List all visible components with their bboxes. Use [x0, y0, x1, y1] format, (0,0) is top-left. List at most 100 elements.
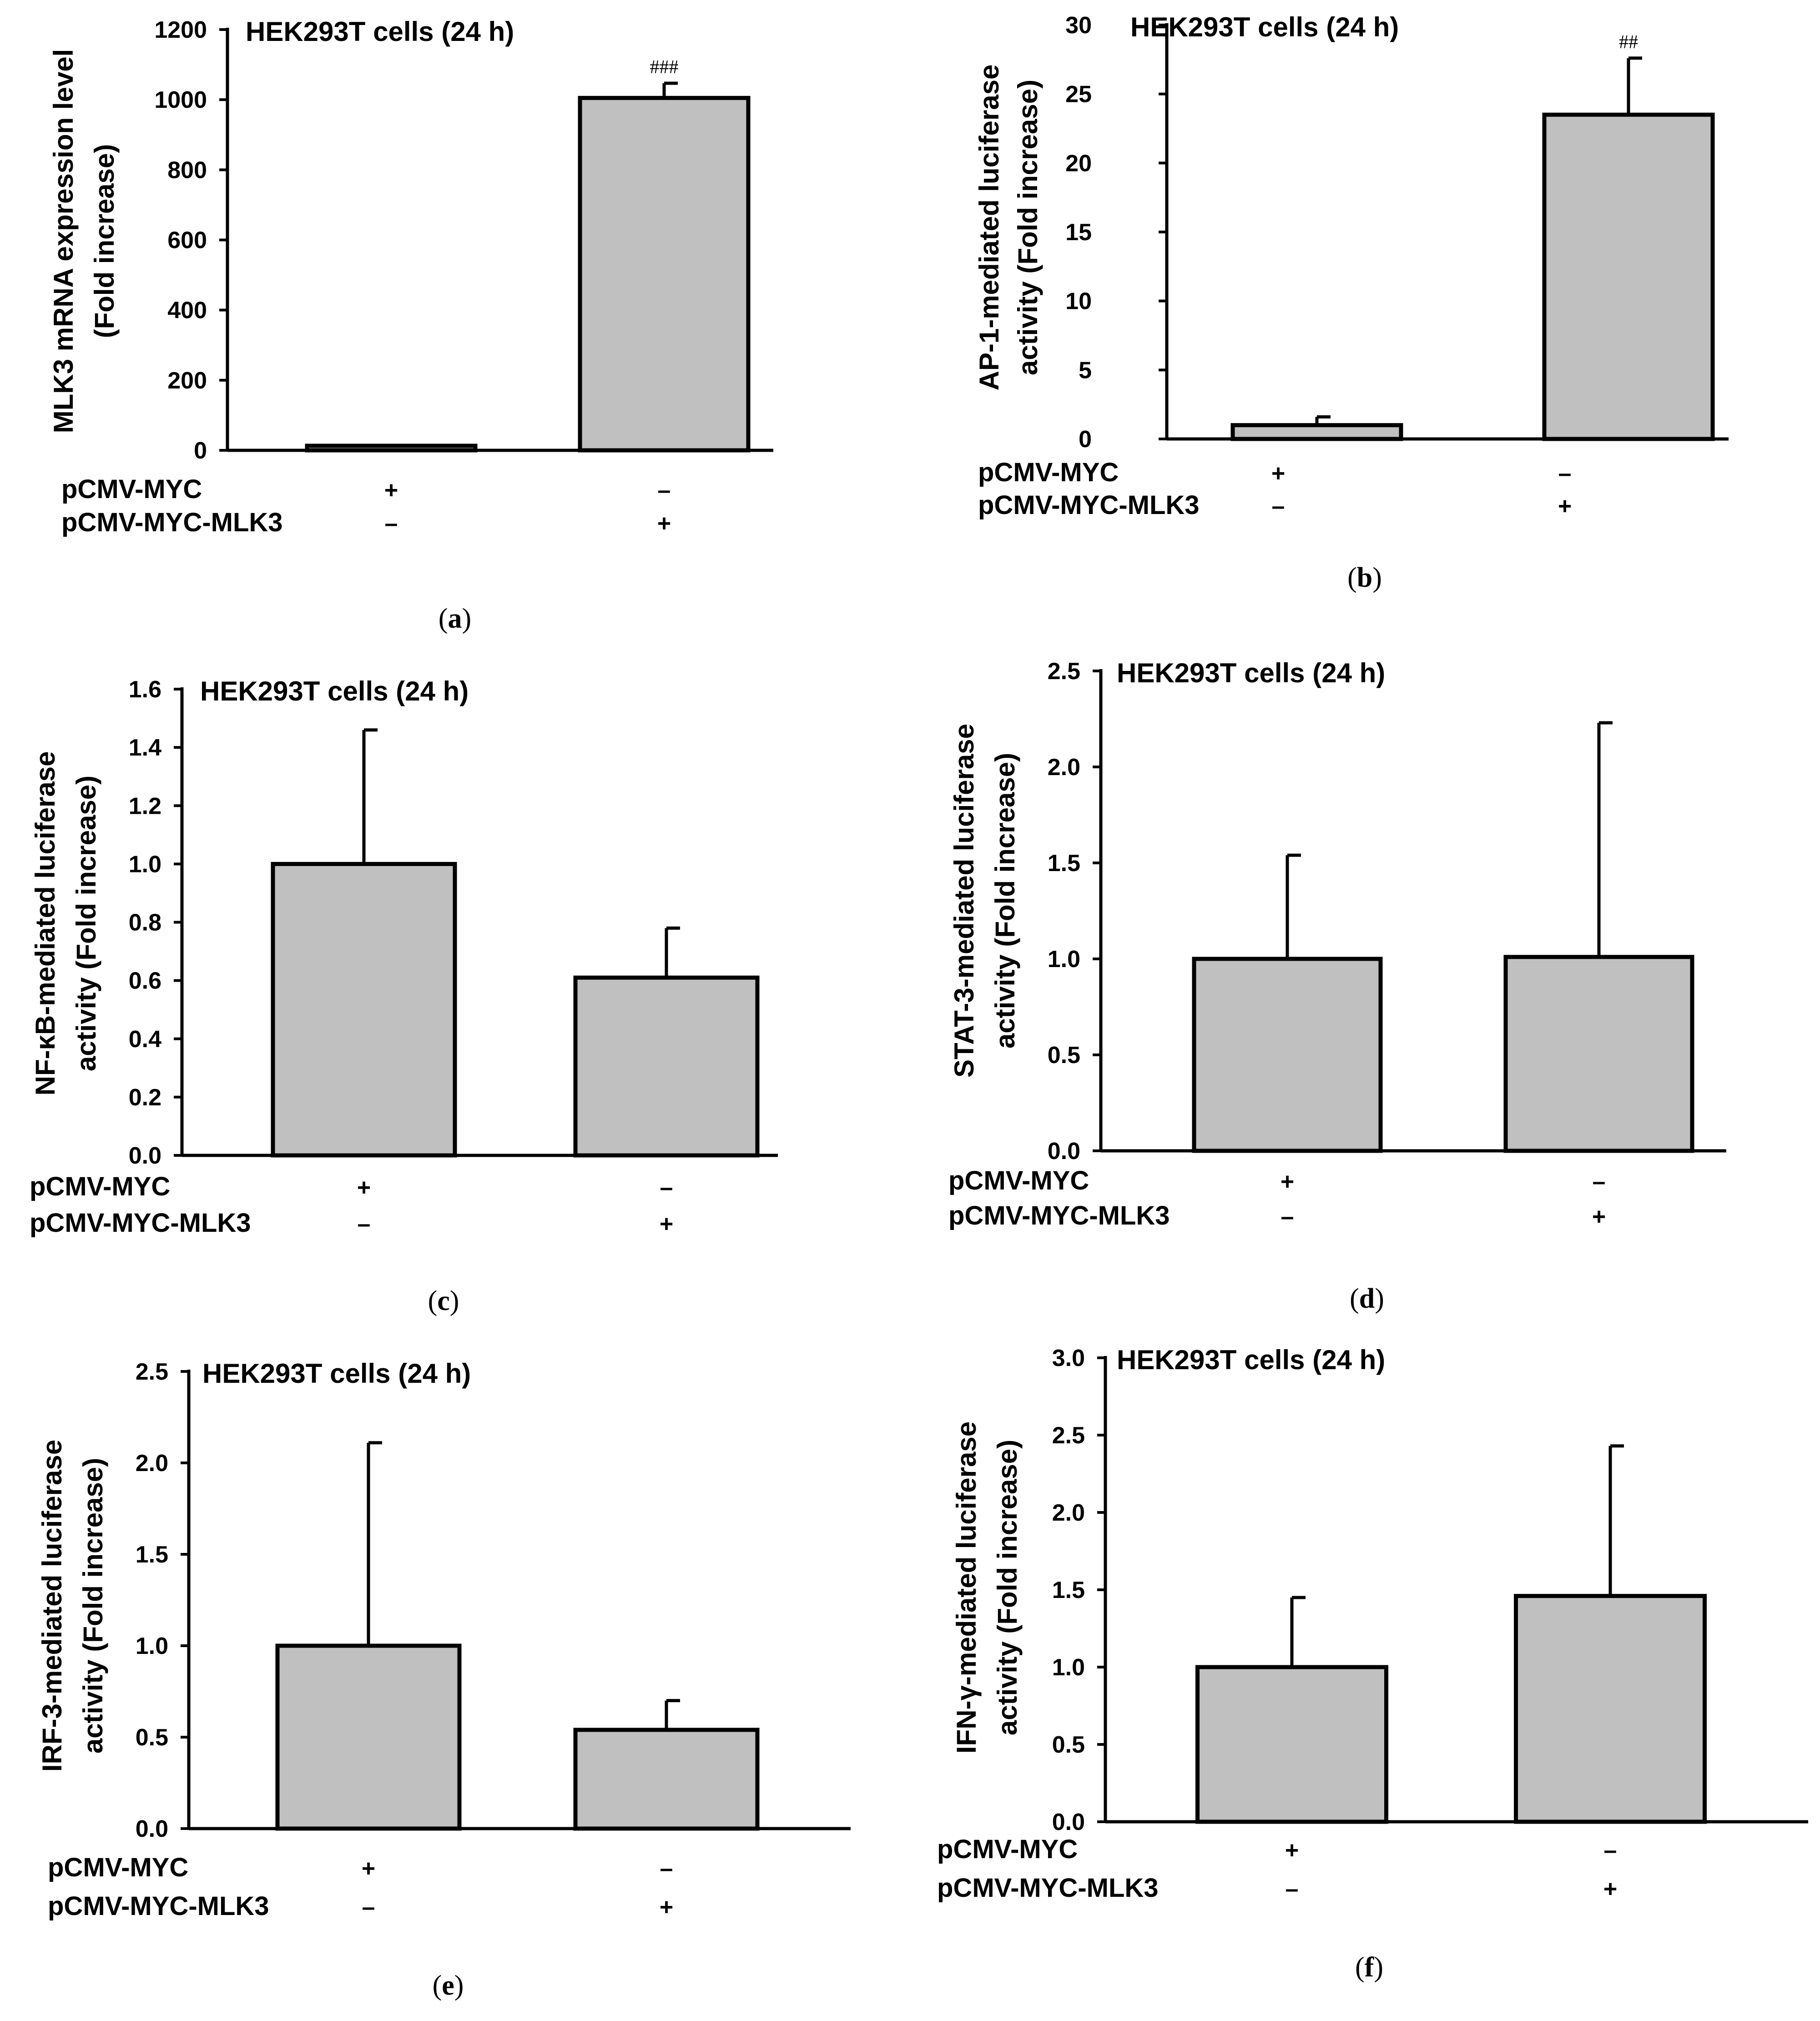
bar: [1192, 957, 1383, 1153]
condition-row-label: pCMV-MYC: [937, 1835, 1078, 1864]
panel-label: (d): [1350, 1283, 1384, 1314]
y-axis-label: MLK3 mRNA expression level: [48, 49, 79, 433]
condition-sign: –: [362, 1894, 375, 1920]
y-tick-label: 15: [1065, 219, 1092, 246]
bar: [271, 862, 457, 1158]
bar: [1503, 955, 1694, 1153]
y-axis-label: (Fold increase): [89, 144, 120, 338]
bar: [1542, 112, 1715, 441]
panel-label-paren: ): [1375, 1283, 1384, 1314]
condition-sign: –: [1604, 1837, 1617, 1864]
y-tick-label: 0.8: [129, 910, 161, 936]
condition-sign: +: [660, 1894, 673, 1920]
bar: [578, 96, 751, 453]
condition-sign: +: [1558, 493, 1572, 519]
y-tick-label: 1.0: [1052, 1654, 1085, 1681]
chart-title: HEK293T cells (24 h): [246, 16, 514, 47]
panel-label-letter: a: [448, 603, 462, 634]
y-axis-label: activity (Fold increase): [990, 753, 1020, 1048]
chart-panel-d: 0.0 0.5 1.0 1.5 2.0 2.5 STAT-3-mediated lucife…: [948, 658, 1726, 1314]
y-axis-label: NF-κB-mediated luciferase: [30, 751, 60, 1096]
panel-label-paren: ): [1372, 562, 1382, 593]
condition-sign: –: [660, 1855, 673, 1882]
panel-label: (b): [1347, 562, 1382, 593]
y-tick-label: 1200: [154, 17, 207, 43]
y-axis-label: IFN-γ-mediated luciferase: [951, 1421, 982, 1754]
condition-sign: –: [1558, 460, 1572, 487]
chart-panel-b: 0 5 10 15 20 25 30 AP-1-mediated luciferase acti…: [974, 12, 1729, 593]
chart-panel-c: 0.0 0.2 0.4 0.6 0.8 1.0 1.2 1.4 1.6 NF-κB-mediate…: [30, 676, 778, 1316]
y-tick-label: 0.0: [1052, 1809, 1085, 1835]
condition-row-label: pCMV-MYC: [948, 1166, 1089, 1195]
y-tick-label: 1.5: [1048, 850, 1080, 877]
bar: [305, 444, 478, 453]
panel-label-paren: (: [439, 603, 448, 634]
y-tick-label: 2.5: [1048, 658, 1080, 685]
chart-panel-f: 0.0 0.5 1.0 1.5 2.0 2.5 3.0 IFN-γ-mediated luci…: [937, 1345, 1808, 1983]
y-axis-label: activity (Fold increase): [78, 1458, 108, 1754]
panel-label: (e): [433, 1970, 464, 2001]
condition-sign: –: [385, 510, 398, 537]
bar: [573, 975, 760, 1158]
panel-label: (a): [439, 603, 471, 634]
y-tick-label: 800: [167, 157, 207, 183]
y-tick-label: 2.0: [1048, 754, 1080, 781]
y-axis-label: AP-1-mediated luciferase: [974, 65, 1004, 391]
y-tick-label: 25: [1065, 81, 1092, 108]
y-tick-label: 0: [1079, 426, 1092, 453]
y-axis-label: activity (Fold increase): [992, 1440, 1023, 1735]
condition-row-label: pCMV-MYC-MLK3: [978, 490, 1200, 520]
y-tick-label: 0.0: [136, 1816, 168, 1842]
bar: [1514, 1594, 1707, 1824]
chart-panel-e: 0.0 0.5 1.0 1.5 2.0 2.5 IRF-3-mediated lucifer…: [37, 1358, 851, 2001]
condition-sign: –: [1593, 1169, 1606, 1195]
y-axis-label: IRF-3-mediated luciferase: [37, 1440, 67, 1772]
condition-row-label: pCMV-MYC-MLK3: [48, 1891, 269, 1921]
condition-sign: +: [1603, 1876, 1617, 1902]
condition-sign: –: [1286, 1876, 1299, 1902]
condition-sign: –: [658, 477, 671, 504]
condition-row-label: pCMV-MYC-MLK3: [937, 1873, 1159, 1903]
y-tick-label: 30: [1065, 12, 1092, 39]
condition-row-label: pCMV-MYC-MLK3: [61, 508, 283, 537]
significance-marker: ###: [650, 57, 679, 78]
condition-sign: +: [1285, 1837, 1299, 1864]
y-tick-label: 0.5: [1048, 1042, 1080, 1068]
y-tick-label: 2.5: [136, 1359, 168, 1385]
panel-label-paren: ): [462, 603, 472, 634]
significance-marker: ##: [1619, 32, 1638, 53]
panel-label-paren: (: [1347, 562, 1357, 593]
y-tick-label: 1.4: [129, 735, 161, 761]
condition-sign: –: [358, 1211, 371, 1237]
y-tick-label: 5: [1079, 357, 1092, 383]
y-tick-label: 0.0: [129, 1143, 161, 1169]
y-tick-label: 1.0: [129, 851, 161, 877]
y-tick-label: 0.5: [1052, 1732, 1085, 1758]
condition-row-label: pCMV-MYC-MLK3: [948, 1201, 1170, 1230]
panel-label-paren: (: [433, 1970, 442, 2001]
panel-label-paren: (: [1355, 1952, 1365, 1983]
condition-sign: +: [1271, 460, 1285, 487]
chart-title: HEK293T cells (24 h): [1117, 1345, 1385, 1375]
condition-sign: –: [1281, 1204, 1294, 1230]
y-tick-label: 1.0: [136, 1633, 168, 1659]
y-tick-label: 0.0: [1048, 1138, 1080, 1164]
y-tick-label: 1000: [154, 87, 207, 113]
y-tick-label: 10: [1065, 288, 1092, 315]
condition-sign: +: [660, 1211, 673, 1237]
bar: [1195, 1665, 1388, 1824]
chart-title: HEK293T cells (24 h): [202, 1358, 471, 1389]
bar: [275, 1643, 462, 1831]
y-tick-label: 3.0: [1052, 1345, 1085, 1371]
y-tick-label: 2.0: [136, 1450, 168, 1477]
panel-label-paren: ): [450, 1285, 459, 1316]
panel-label-paren: ): [454, 1970, 464, 2001]
condition-sign: –: [660, 1174, 673, 1201]
bar: [1230, 423, 1403, 441]
y-tick-label: 600: [167, 227, 207, 254]
condition-sign: +: [357, 1174, 371, 1201]
y-tick-label: 2.5: [1052, 1422, 1085, 1449]
condition-sign: +: [362, 1855, 375, 1882]
y-tick-label: 0.2: [129, 1084, 161, 1111]
condition-row-label: pCMV-MYC: [48, 1853, 188, 1882]
